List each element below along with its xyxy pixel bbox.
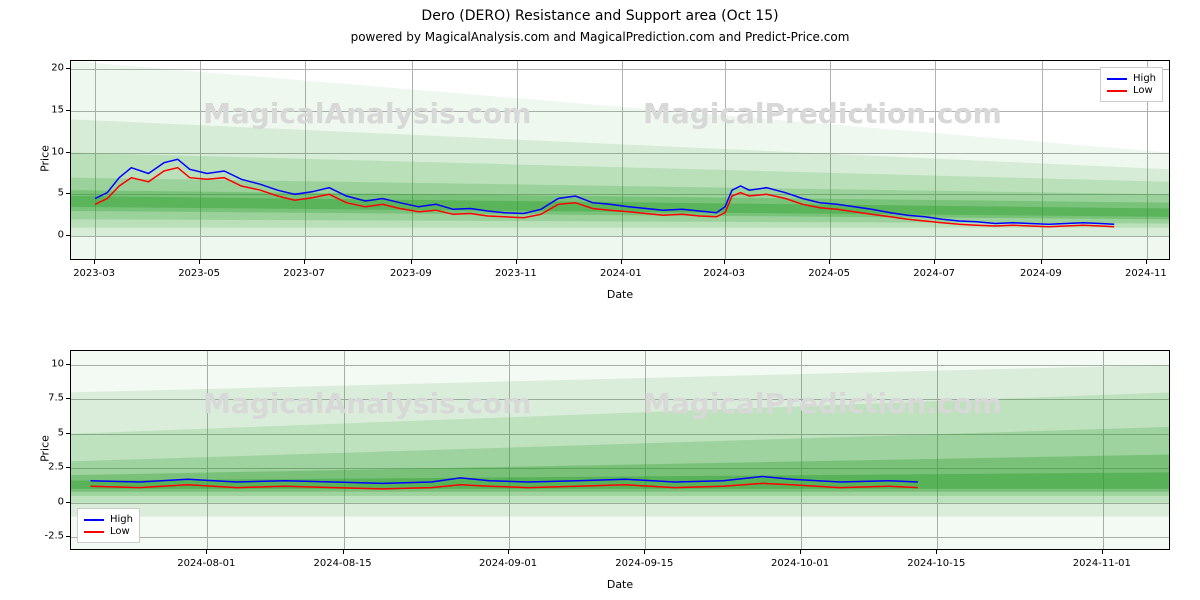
legend-swatch (84, 531, 104, 533)
y-tick-label: 0 (30, 230, 64, 241)
chart-subtitle: powered by MagicalAnalysis.com and Magic… (0, 30, 1200, 44)
tick-mark (621, 260, 622, 264)
tick-mark (66, 502, 70, 503)
legend-item: High (1107, 73, 1156, 84)
x-tick-label: 2024-05 (808, 268, 850, 279)
tick-mark (800, 550, 801, 554)
legend-label: Low (1133, 85, 1153, 96)
high-line (91, 477, 918, 484)
tick-mark (66, 152, 70, 153)
y-tick-label: 20 (30, 63, 64, 74)
y-tick-label: 10 (30, 146, 64, 157)
chart-title: Dero (DERO) Resistance and Support area … (0, 8, 1200, 24)
tick-mark (66, 536, 70, 537)
y-tick-label: 15 (30, 105, 64, 116)
tick-mark (724, 260, 725, 264)
x-tick-label: 2024-03 (703, 268, 745, 279)
figure: Dero (DERO) Resistance and Support area … (0, 0, 1200, 600)
low-line (91, 483, 918, 489)
tick-mark (66, 364, 70, 365)
x-tick-label: 2023-09 (390, 268, 432, 279)
chart-panel-top: MagicalAnalysis.comMagicalPrediction.com… (70, 60, 1170, 260)
legend-swatch (84, 519, 104, 521)
x-tick-label: 2024-08-01 (177, 558, 235, 569)
legend-item: Low (1107, 85, 1156, 96)
x-tick-label: 2024-09-01 (479, 558, 537, 569)
tick-mark (934, 260, 935, 264)
tick-mark (94, 260, 95, 264)
price-lines (71, 351, 1169, 549)
legend-item: Low (84, 526, 133, 537)
y-tick-label: 0 (30, 496, 64, 507)
tick-mark (644, 550, 645, 554)
y-tick-label: 10 (30, 358, 64, 369)
y-tick-label: 5 (30, 427, 64, 438)
x-tick-label: 2024-11 (1125, 268, 1167, 279)
legend-label: High (1133, 73, 1156, 84)
y-tick-label: 7.5 (30, 393, 64, 404)
price-lines (71, 61, 1169, 259)
tick-mark (829, 260, 830, 264)
tick-mark (66, 398, 70, 399)
x-axis-label: Date (70, 578, 1170, 591)
tick-mark (508, 550, 509, 554)
x-tick-label: 2023-07 (283, 268, 325, 279)
tick-mark (936, 550, 937, 554)
legend-label: High (110, 514, 133, 525)
tick-mark (1102, 550, 1103, 554)
legend-item: High (84, 514, 133, 525)
x-tick-label: 2024-09 (1020, 268, 1062, 279)
legend-label: Low (110, 526, 130, 537)
high-line (95, 159, 1114, 224)
tick-mark (66, 235, 70, 236)
x-tick-label: 2023-05 (178, 268, 220, 279)
tick-mark (516, 260, 517, 264)
x-tick-label: 2023-11 (495, 268, 537, 279)
tick-mark (66, 433, 70, 434)
y-tick-label: -2.5 (30, 531, 64, 542)
x-tick-label: 2024-10-15 (907, 558, 965, 569)
y-axis-label: Price (39, 129, 52, 189)
x-axis-label: Date (70, 288, 1170, 301)
x-tick-label: 2024-11-01 (1073, 558, 1131, 569)
tick-mark (411, 260, 412, 264)
tick-mark (343, 550, 344, 554)
chart-panel-bottom: MagicalAnalysis.comMagicalPrediction.com… (70, 350, 1170, 550)
tick-mark (66, 467, 70, 468)
legend: HighLow (77, 508, 140, 543)
x-tick-label: 2024-07 (913, 268, 955, 279)
tick-mark (206, 550, 207, 554)
tick-mark (304, 260, 305, 264)
y-tick-label: 5 (30, 188, 64, 199)
x-tick-label: 2024-08-15 (314, 558, 372, 569)
x-tick-label: 2024-01 (600, 268, 642, 279)
legend-swatch (1107, 90, 1127, 92)
tick-mark (1041, 260, 1042, 264)
x-tick-label: 2023-03 (73, 268, 115, 279)
low-line (95, 168, 1114, 227)
x-tick-label: 2024-10-01 (771, 558, 829, 569)
legend: HighLow (1100, 67, 1163, 102)
tick-mark (199, 260, 200, 264)
legend-swatch (1107, 78, 1127, 80)
tick-mark (66, 68, 70, 69)
x-tick-label: 2024-09-15 (615, 558, 673, 569)
y-tick-label: 2.5 (30, 462, 64, 473)
tick-mark (1146, 260, 1147, 264)
tick-mark (66, 193, 70, 194)
tick-mark (66, 110, 70, 111)
